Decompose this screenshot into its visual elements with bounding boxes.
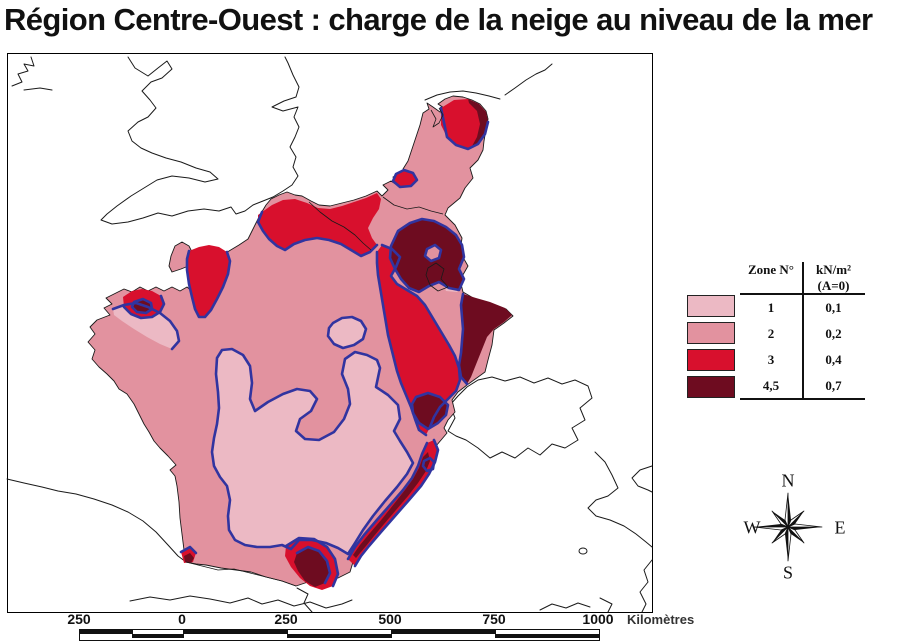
scalebar-tick-label: 500 (378, 611, 402, 627)
compass-east-label: E (834, 517, 846, 538)
legend-header: Zone N° kN/m² (A=0) (740, 262, 865, 293)
scalebar-tick-label: 250 (274, 611, 298, 627)
legend-swatch-zone2 (687, 322, 735, 344)
legend-row: 1 0,1 (767, 300, 842, 315)
legend-swatch-zone45 (687, 376, 735, 398)
snow-zone-region (87, 95, 514, 590)
compass-north-label: N (781, 470, 795, 491)
scalebar-unit-label: Kilomètres (627, 612, 695, 627)
zone-contours-layer (111, 106, 490, 588)
scalebar-tick-label: 250 (67, 611, 91, 627)
scalebar-tick-label: 750 (482, 611, 506, 627)
legend-table: Zone N° kN/m² (A=0) 1 0,1 2 0,2 3 0,4 4,… (740, 262, 865, 400)
legend-swatch-zone1 (687, 295, 735, 317)
legend-bottom-rule (740, 398, 865, 400)
compass-rose (753, 492, 823, 562)
legend-row: 2 0,2 (767, 326, 842, 341)
scale-bar (79, 629, 600, 641)
page-title: Région Centre-Ouest : charge de la neige… (4, 2, 873, 37)
scalebar-tick-label: 1000 (582, 611, 614, 627)
legend-swatch-zone3 (687, 349, 735, 371)
legend-divider (802, 262, 804, 398)
legend-col2-header: kN/m² (A=0) (816, 262, 851, 293)
coastlines-layer (6, 56, 653, 613)
country-borders-layer (185, 107, 449, 587)
legend-header-rule (740, 293, 865, 295)
scalebar-tick-label: 0 (178, 611, 186, 627)
legend-row: 4,5 0,7 (762, 378, 842, 393)
legend-row: 3 0,4 (767, 352, 842, 367)
compass-south-label: S (782, 562, 794, 583)
scale-bar-top-row (80, 630, 599, 634)
compass-west-label: W (743, 517, 761, 538)
scale-bar-bottom-row (80, 634, 599, 638)
legend-col1-header: Zone N° (747, 262, 794, 277)
